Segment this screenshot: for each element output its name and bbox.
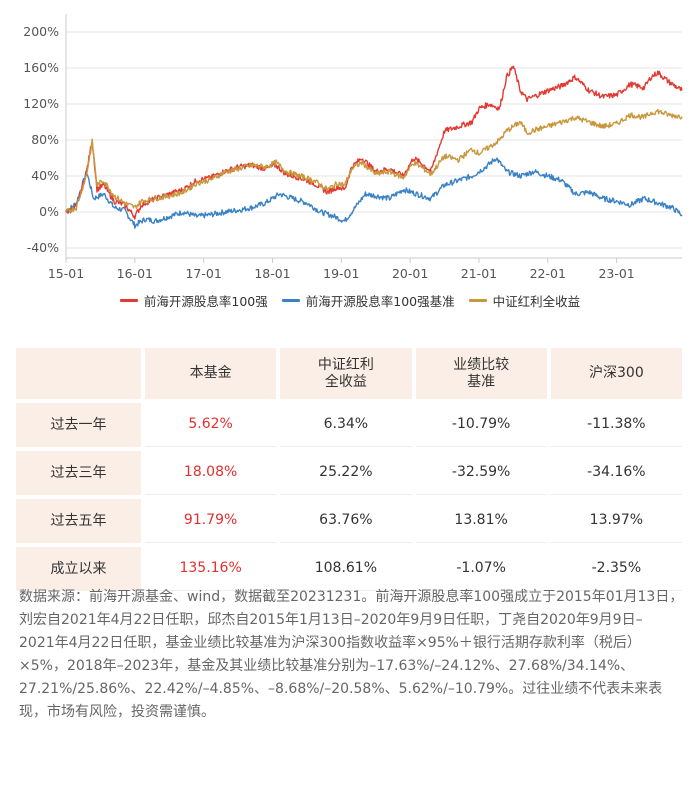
performance-line-chart: -40% 0% 40% 80% 120% 160% 200% 15-01 16-01 17-01…: [23, 14, 683, 281]
x-tick-label: 15-01: [48, 266, 84, 281]
x-tick-label: 18-01: [254, 266, 290, 281]
series-line-2: [65, 108, 683, 213]
table-header-fund: 本基金: [145, 348, 277, 399]
fund-return: 5.62%: [145, 403, 277, 447]
dividend-index-return: 25.22%: [280, 451, 412, 495]
row-label: 过去三年: [16, 451, 141, 495]
table-row: 过去五年 91.79% 63.76% 13.81% 13.97%: [16, 499, 682, 543]
y-tick-label: 200%: [23, 24, 59, 39]
table-header-benchmark: 业绩比较 基准: [415, 348, 547, 399]
hs300-return: -2.35%: [550, 547, 682, 591]
y-tick-label: 40%: [31, 168, 59, 183]
dividend-index-return: 108.61%: [280, 547, 412, 591]
x-tick-label: 17-01: [185, 266, 221, 281]
x-tick-label: 23-01: [598, 266, 634, 281]
row-label: 过去五年: [16, 499, 141, 543]
x-tick-label: 20-01: [392, 266, 428, 281]
row-label: 过去一年: [16, 403, 141, 447]
series-line-1: [65, 157, 683, 229]
y-tick-label: 80%: [31, 132, 59, 147]
series-line-0: [65, 65, 683, 220]
fund-return: 18.08%: [145, 451, 277, 495]
hs300-return: 13.97%: [550, 499, 682, 543]
x-tick-label: 19-01: [323, 266, 359, 281]
series-lines: [65, 65, 683, 229]
y-axis-ticks: -40% 0% 40% 80% 120% 160% 200%: [23, 24, 59, 255]
fund-return: 135.16%: [145, 547, 277, 591]
table-header-dividend-index: 中证红利 全收益: [280, 348, 412, 399]
table-header-corner: [16, 348, 141, 399]
source-note: 数据来源：前海开源基金、wind，数据截至20231231。前海开源股息率100…: [19, 589, 684, 720]
chart-legend: 前海开源股息率100强 前海开源股息率100强基准 中证红利全收益: [0, 288, 700, 312]
table-header-row: 本基金 中证红利 全收益 业绩比较 基准 沪深300: [16, 348, 682, 399]
dividend-index-return: 6.34%: [280, 403, 412, 447]
fund-return: 91.79%: [145, 499, 277, 543]
x-axis-ticks: 15-01 16-01 17-01 18-01 19-01 20-01 21-01 22-01…: [48, 258, 635, 281]
x-tick-label: 16-01: [117, 266, 153, 281]
benchmark-return: -1.07%: [415, 547, 547, 591]
table-row: 成立以来 135.16% 108.61% -1.07% -2.35%: [16, 547, 682, 591]
y-tick-label: 0%: [39, 204, 59, 219]
legend-label-benchmark: 前海开源股息率100强基准: [305, 293, 455, 309]
legend-item-fund: 前海开源股息率100强: [119, 291, 268, 310]
hs300-return: -11.38%: [550, 403, 682, 447]
x-tick-label: 22-01: [530, 266, 566, 281]
performance-table: 本基金 中证红利 全收益 业绩比较 基准 沪深300 过去一年 5.62% 6.…: [12, 344, 686, 595]
x-tick-label: 21-01: [461, 266, 497, 281]
benchmark-return: 13.81%: [415, 499, 547, 543]
table-row: 过去三年 18.08% 25.22% -32.59% -34.16%: [16, 451, 682, 495]
hs300-return: -34.16%: [550, 451, 682, 495]
legend-item-benchmark: 前海开源股息率100强基准: [281, 291, 455, 310]
legend-swatch-gold: [468, 298, 487, 302]
y-tick-label: 160%: [23, 60, 59, 75]
table-row: 过去一年 5.62% 6.34% -10.79% -11.38%: [16, 403, 682, 447]
table-header-hs300: 沪深300: [550, 348, 682, 399]
row-label: 成立以来: [16, 547, 141, 591]
y-tick-label: -40%: [27, 240, 59, 255]
chart-gridlines: [65, 14, 682, 259]
legend-item-dividend-index: 中证红利全收益: [468, 291, 581, 310]
legend-label-fund: 前海开源股息率100强: [143, 293, 268, 309]
legend-swatch-red: [119, 298, 138, 302]
legend-swatch-blue: [281, 298, 300, 302]
benchmark-return: -32.59%: [415, 451, 547, 495]
dividend-index-return: 63.76%: [280, 499, 412, 543]
legend-label-dividend-index: 中证红利全收益: [492, 293, 581, 309]
y-tick-label: 120%: [23, 96, 59, 111]
benchmark-return: -10.79%: [415, 403, 547, 447]
